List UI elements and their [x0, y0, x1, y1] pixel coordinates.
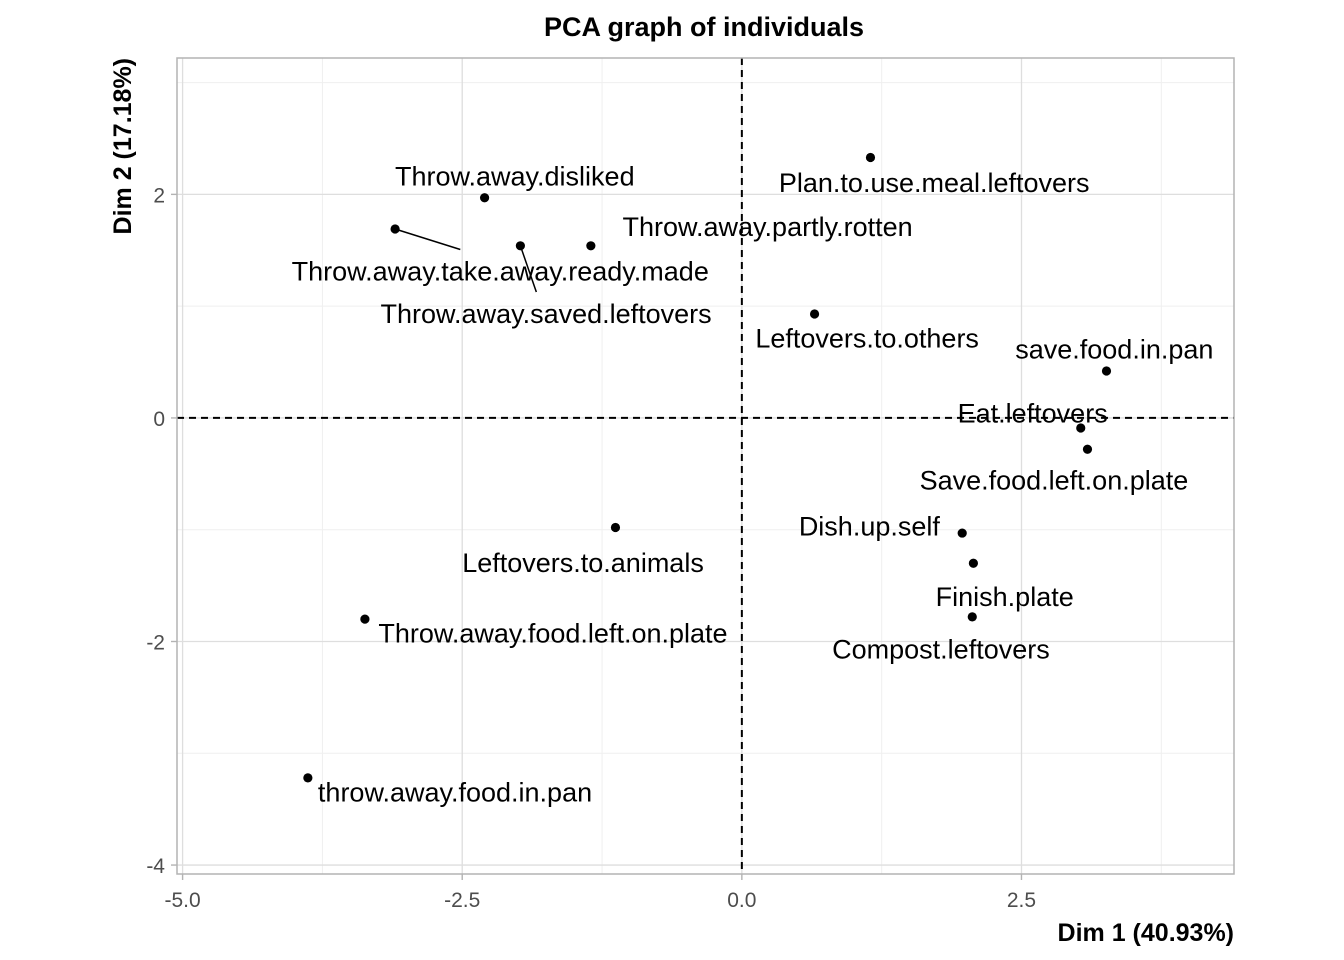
point-labels: Plan.to.use.meal.leftovers Throw.away.dis… — [292, 161, 1214, 807]
data-point — [865, 152, 876, 163]
data-point — [360, 614, 370, 624]
point-label: Throw.away.food.left.on.plate — [378, 619, 727, 649]
label-leader-lines — [394, 228, 538, 293]
chart-title: PCA graph of individuals — [544, 12, 864, 42]
x-tick-label: 0.0 — [727, 889, 756, 912]
label-leader-line — [394, 228, 461, 251]
data-point — [586, 241, 596, 251]
point-label: Eat.leftovers — [958, 398, 1108, 428]
data-point — [610, 522, 621, 533]
plot-panel-border — [176, 57, 1235, 875]
data-point — [1082, 444, 1093, 454]
data-point — [968, 558, 978, 568]
point-label: Throw.away.disliked — [395, 161, 635, 191]
data-point — [390, 224, 400, 234]
point-label: Finish.plate — [936, 582, 1074, 612]
data-point — [303, 773, 313, 783]
point-label: Save.food.left.on.plate — [920, 466, 1189, 496]
data-points — [303, 152, 1112, 783]
axis-ticks: -5.0 -2.5 0.0 2.5 2 0 -2 -4 — [146, 184, 1036, 912]
point-label: Throw.away.partly.rotten — [623, 212, 913, 242]
point-label: throw.away.food.in.pan — [318, 777, 592, 807]
point-label: Throw.away.take.away.ready.made — [292, 257, 709, 287]
label-leader-line — [519, 245, 538, 293]
point-label: Plan.to.use.meal.leftovers — [779, 168, 1090, 198]
point-label: Leftovers.to.animals — [462, 548, 704, 578]
y-tick-label: 0 — [153, 408, 165, 431]
y-tick-label: 2 — [153, 184, 165, 207]
x-tick-label: 2.5 — [1007, 889, 1036, 912]
data-point — [967, 612, 977, 622]
data-point — [1076, 423, 1086, 433]
x-tick-label: -5.0 — [164, 889, 200, 912]
x-axis-title: Dim 1 (40.93%) — [1058, 919, 1234, 947]
data-point — [1101, 366, 1112, 376]
point-label: Throw.away.saved.leftovers — [381, 299, 712, 329]
reference-lines — [177, 58, 1234, 874]
x-tick-label: -2.5 — [444, 889, 480, 912]
data-point — [479, 193, 490, 203]
point-label: Leftovers.to.others — [755, 324, 979, 354]
y-tick-label: -4 — [146, 855, 165, 878]
y-axis-title: Dim 2 (17.18%) — [109, 58, 137, 234]
point-label: Dish.up.self — [799, 511, 941, 541]
point-label: save.food.in.pan — [1015, 335, 1213, 365]
data-point — [515, 241, 525, 251]
y-tick-label: -2 — [146, 631, 165, 654]
data-point — [957, 528, 967, 538]
data-point — [809, 309, 820, 319]
point-label: Compost.leftovers — [832, 634, 1050, 664]
